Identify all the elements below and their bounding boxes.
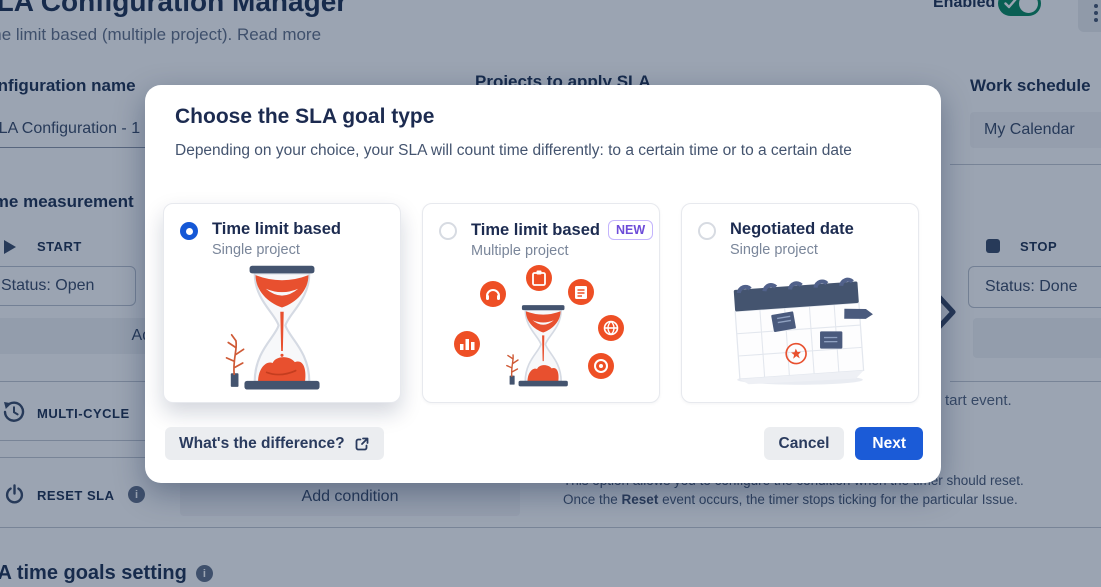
reset-desc-line2-prefix: Once the [563,492,622,507]
configuration-name-input[interactable]: SLA Configuration - 1 [0,110,248,148]
stop-status-chip[interactable]: Status: Done [968,266,1101,308]
radio-unselected-icon[interactable] [698,222,716,240]
play-icon [4,240,16,254]
cancel-button[interactable]: Cancel [763,427,845,460]
stop-icon [986,239,1000,253]
reset-info-icon[interactable]: i [128,486,145,503]
radio-selected-icon[interactable] [180,222,198,240]
option-title: Negotiated date [730,220,854,238]
start-status-chip[interactable]: Status: Open [0,266,136,306]
clipboard-icon [532,270,546,286]
read-more-link[interactable]: Read more [236,25,322,44]
stop-add-condition-button[interactable] [973,318,1101,358]
work-schedule-label: Work schedule [970,76,1091,95]
dialog-title: Choose the SLA goal type [175,105,435,128]
option-title: Time limit based [212,220,341,238]
target-icon [594,359,608,373]
goals-title-text: SLA time goals setting [0,562,187,584]
enabled-toggle[interactable] [998,0,1041,16]
calendar-illustration [733,277,873,385]
subtitle-text: Time limit based (multiple project). [0,25,237,44]
stop-status-text: Status: Done [985,278,1078,295]
option-title: Time limit based [471,220,600,239]
divider [0,527,1101,528]
work-schedule-select[interactable]: My Calendar [970,112,1101,148]
page-title: SLA Configuration Manager [0,0,348,17]
reset-add-condition-button[interactable]: Add condition [180,478,520,516]
time-measurement-title: Time measurement [0,192,134,211]
start-label: START [37,239,82,254]
external-link-icon [355,437,369,450]
kebab-menu-icon[interactable] [1078,0,1101,32]
reset-sla-label: RESET SLA [37,488,115,503]
bar-chart-icon [460,339,475,350]
option-time-limit-multiple[interactable]: Time limit based NEW Multiple project [422,203,660,403]
reset-power-icon [5,484,24,504]
goals-info-icon[interactable]: i [195,565,213,582]
option-subtitle: Single project [212,242,300,258]
whats-the-difference-button[interactable]: What's the difference? [165,427,384,460]
multi-cycle-label: MULTI-CYCLE [37,406,130,421]
option-subtitle: Multiple project [471,243,569,259]
whats-the-difference-label: What's the difference? [179,434,345,452]
option-time-limit-single[interactable]: Time limit based Single project [163,203,401,403]
option-negotiated-date[interactable]: Negotiated date Single project [681,203,919,403]
divider [950,164,1101,165]
divider [950,381,1101,382]
reset-desc-bold: Reset [621,492,659,507]
multi-cycle-icon [3,401,25,422]
radio-unselected-icon[interactable] [439,222,457,240]
hourglass-illustration [225,265,320,390]
globe-icon [603,320,619,336]
toggle-knob [1019,0,1038,13]
enabled-label: Enabled [933,0,996,11]
sla-goal-type-dialog: Choose the SLA goal type Depending on yo… [145,85,941,483]
goals-section-title: SLA time goals setting i [0,562,213,585]
page-subtitle: Time limit based (multiple project). Rea… [0,25,321,45]
goal-type-options: Time limit based Single project [163,203,919,403]
stop-label: STOP [1020,239,1058,254]
dialog-description: Depending on your choice, your SLA will … [175,142,852,159]
new-badge: NEW [608,220,654,240]
start-status-text: Status: Open [1,277,95,294]
document-icon [575,286,587,299]
headset-icon [486,289,500,300]
next-button[interactable]: Next [855,427,923,460]
check-icon [1004,0,1017,9]
configuration-name-label: Configuration name [0,76,136,95]
dialog-actions: Cancel Next [763,427,923,460]
hourglass-projects-illustration [454,265,624,387]
reset-desc-line2-suffix: event occurs, the timer stops ticking fo… [658,492,1018,507]
start-event-text-fragment: tart event. [945,392,1012,409]
option-subtitle: Single project [730,242,818,258]
